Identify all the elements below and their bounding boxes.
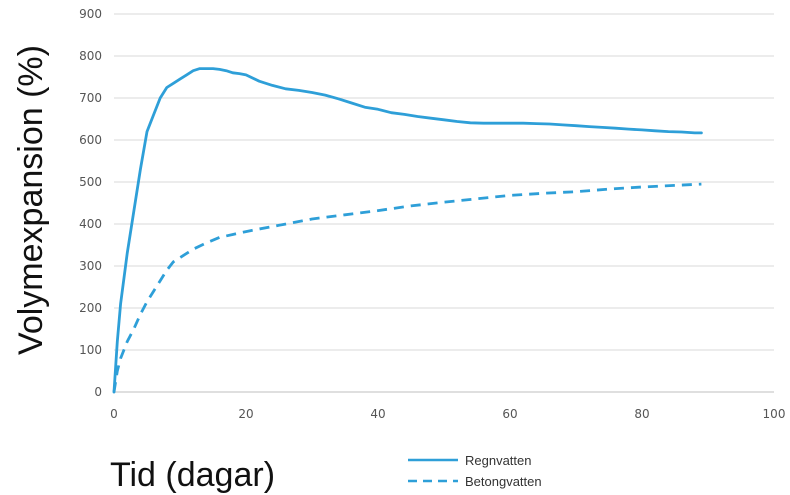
y-tick-label: 500 (79, 175, 102, 189)
gridlines (114, 13, 774, 351)
x-tick-label: 100 (763, 407, 786, 421)
y-tick-label: 200 (79, 301, 102, 315)
legend-label-betongvatten: Betongvatten (465, 474, 542, 489)
y-tick-label: 300 (79, 259, 102, 273)
series-lines (112, 67, 703, 394)
x-axis-title: Tid (dagar) (110, 456, 275, 494)
x-tick-label: 60 (502, 407, 517, 421)
x-tick-labels: 0 20 40 60 80 100 (110, 407, 785, 421)
x-tick-label: 40 (370, 407, 385, 421)
y-tick-labels: 0 100 200 300 400 500 600 700 800 900 (79, 7, 102, 399)
x-tick-label: 80 (634, 407, 649, 421)
y-tick-label: 700 (79, 91, 102, 105)
y-tick-label: 100 (79, 343, 102, 357)
y-tick-label: 400 (79, 217, 102, 231)
y-tick-label: 600 (79, 133, 102, 147)
x-tick-label: 20 (238, 407, 253, 421)
x-tick-label: 0 (110, 407, 118, 421)
series-line-betongvatten (112, 182, 702, 393)
y-tick-label: 800 (79, 49, 102, 63)
y-axis-title: Volymexpansion (%) (12, 45, 50, 355)
y-tick-label: 900 (79, 7, 102, 21)
y-tick-label: 0 (94, 385, 102, 399)
legend: Regnvatten Betongvatten (408, 453, 542, 489)
legend-label-regnvatten: Regnvatten (465, 453, 532, 468)
series-line-regnvatten (112, 67, 703, 394)
